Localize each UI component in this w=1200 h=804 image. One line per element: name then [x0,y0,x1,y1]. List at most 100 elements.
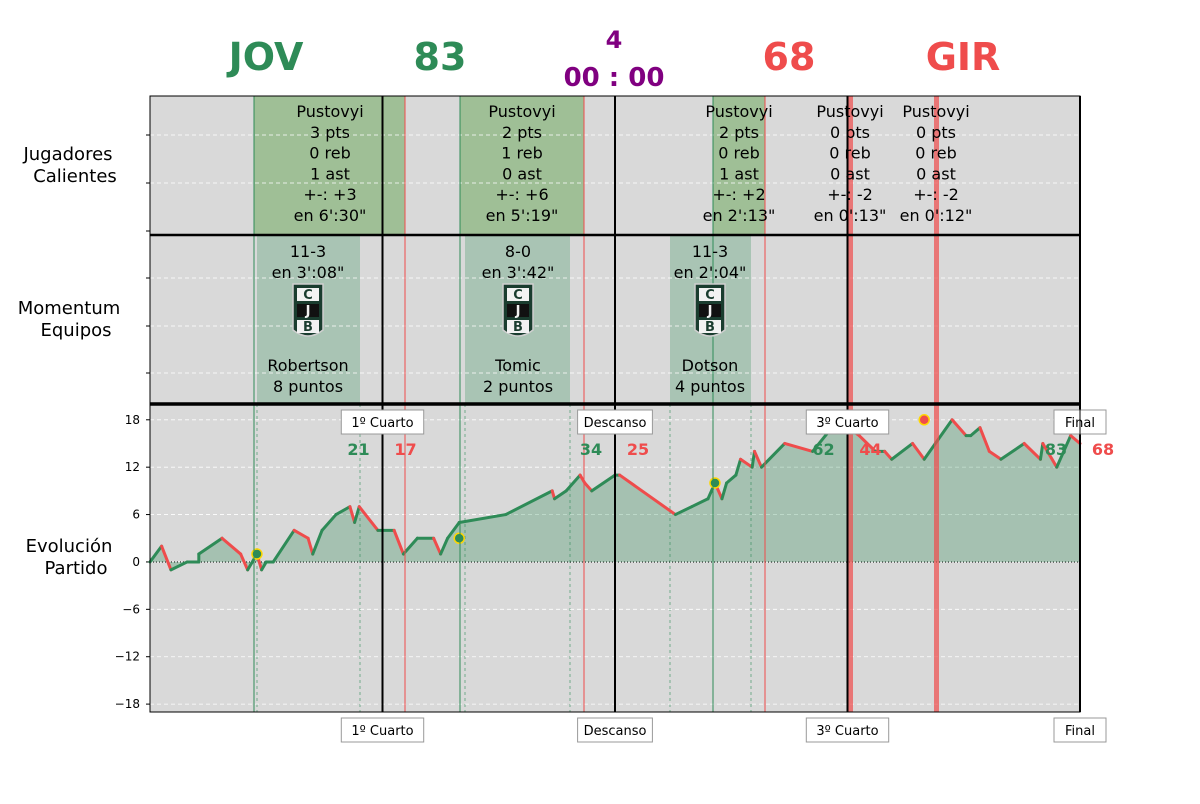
highlight-point [251,548,263,560]
logo-letter-box [297,304,319,317]
score-diff-segment [220,536,243,556]
score-diff-segment [260,560,268,572]
period-home-score: 83 [1045,440,1067,459]
score-diff-segment [883,449,894,461]
period-label: Final [1065,724,1095,739]
score-diff-segment [401,536,419,556]
hot-player-line: 1 ast [719,164,759,183]
hot-player-line: Pustovyi [705,102,772,121]
score-diff-segment [673,505,694,517]
momentum-points: 8 puntos [273,377,343,396]
y-tick-label: 18 [125,413,140,427]
away-score: 68 [763,35,816,79]
score-diff-segment [999,441,1026,461]
score-diff-segment [734,457,743,477]
hot-player-line: 0 pts [916,123,956,142]
period-away-score: 17 [394,440,416,459]
score-diff-segment [320,513,338,532]
y-tick-label: 12 [125,460,140,474]
logo-letter: B [705,320,715,335]
score-diff-segment [720,481,729,501]
logo-letter: B [513,320,523,335]
score-diff-segment [392,528,405,556]
away-team-name: GIR [926,35,1001,79]
score-diff-segment [1055,434,1073,469]
score-diff-segment [357,505,380,532]
period-home-score: 21 [347,440,369,459]
score-diff-segment [292,528,310,540]
score-diff-segment [987,449,1003,461]
period-label-box [805,409,890,435]
momentum-card: 11-3 en 3':08" Robertson 8 puntos CJB [267,242,348,396]
score-diff-segment [353,505,361,524]
hot-player-line: 0 ast [830,164,870,183]
row-label-evolution: Evolución Partido [26,536,113,579]
period-label-box [1053,717,1107,743]
y-tick-label: −18 [115,697,140,711]
hot-player-line: 2 pts [719,123,759,142]
score-diff-segment [618,473,677,517]
home-team-name: JOV [226,35,304,79]
hot-player-line: 0 ast [502,164,542,183]
logo-letter-box [297,288,319,301]
score-diff-segment [1041,441,1059,469]
momentum-time: en 3':08" [272,263,345,282]
hot-player-line: 0 reb [829,144,871,163]
period-label: 3º Cuarto [816,416,878,431]
score-diff-segment [197,536,224,556]
hot-player-line: 0 pts [830,123,870,142]
score-diff-segment [160,544,173,572]
score-diff-segment [239,552,250,572]
momentum-player: Dotson [682,356,739,375]
y-tick-label: −6 [122,602,140,616]
logo-letter: J [305,304,311,319]
hot-player-line: en 5':19" [486,206,559,225]
momentum-run: 8-0 [505,242,531,261]
momentum-time: en 3':42" [482,263,555,282]
score-diff-segment [439,536,450,556]
hot-player-line: 2 pts [502,123,542,142]
logo-letter-box [507,320,529,333]
hot-player-line: en 0':12" [900,206,973,225]
score-diff-segment [583,481,594,493]
logo-letter-box [297,320,319,333]
logo-letter: C [303,288,313,303]
hot-player-line: 0 reb [309,144,351,163]
hot-player-line: 0 reb [915,144,957,163]
hot-player-line: +-: +2 [712,185,765,204]
club-shield-icon: CJB [502,283,534,337]
hot-player-line: Pustovyi [902,102,969,121]
momentum-player: Tomic [494,356,541,375]
club-shield-icon: CJB [694,283,726,337]
score-diff-segment [590,473,617,493]
logo-letter: J [515,304,521,319]
score-diff-segment [1038,441,1045,461]
score-diff-segment [969,426,982,438]
momentum-time: en 2':04" [674,263,747,282]
period-label: 1º Cuarto [351,724,413,739]
period-away-score: 44 [859,440,881,459]
hot-player-line: 1 ast [310,164,350,183]
score-diff-segment [978,426,991,453]
club-shield-icon: CJB [292,283,324,337]
hot-player-band [254,96,405,235]
momentum-card: 8-0 en 3':42" Tomic 2 puntos CJB [482,242,555,396]
hot-player-line: +-: -2 [913,185,959,204]
hot-player-line: Pustovyi [296,102,363,121]
period-label-box [340,409,425,435]
period-away-score: 25 [627,440,649,459]
hot-player-line: 0 ast [916,164,956,183]
momentum-points: 4 puntos [675,377,745,396]
score-diff-segment [1022,441,1042,461]
momentum-card: 11-3 en 2':04" Dotson 4 puntos CJB [674,242,747,396]
logo-letter-box [507,304,529,317]
momentum-player: Robertson [267,356,348,375]
score-diff-segment [950,418,968,438]
momentum-run: 11-3 [290,242,326,261]
